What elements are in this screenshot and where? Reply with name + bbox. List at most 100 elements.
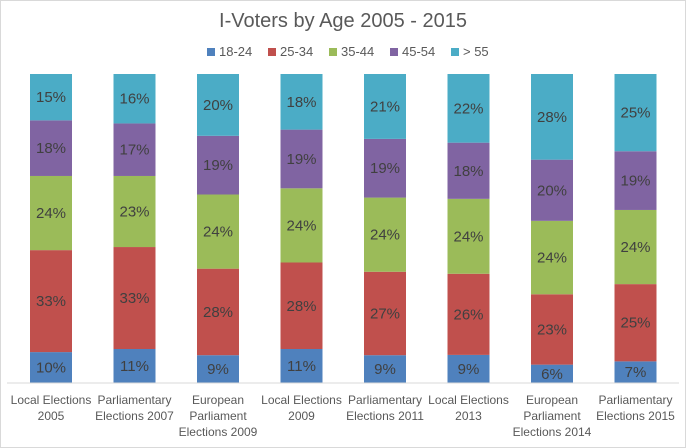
x-tick-label-7: Parliamentary Elections 2015 bbox=[596, 393, 675, 423]
bar-segment-4-2 bbox=[364, 197, 406, 272]
bar-segment-3-0 bbox=[280, 349, 323, 383]
bar-segment-7-4 bbox=[614, 74, 657, 152]
data-label-5-2: 24% bbox=[453, 228, 483, 245]
data-label-2-4: 20% bbox=[203, 97, 233, 114]
x-tick-label-4: Parliamentary Elections 2011 bbox=[346, 393, 424, 423]
bar-segment-1-2 bbox=[113, 175, 156, 248]
chart-title: I-Voters by Age 2005 - 2015 bbox=[219, 10, 467, 32]
data-label-7-3: 19% bbox=[620, 173, 650, 190]
legend-label-2: 35-44 bbox=[341, 44, 374, 59]
data-label-0-3: 18% bbox=[36, 140, 66, 157]
bar-segment-4-0 bbox=[364, 355, 406, 383]
data-label-1-0: 11% bbox=[120, 358, 149, 375]
x-tick-label-1: Parliamentary Elections 2007 bbox=[95, 393, 174, 423]
data-label-6-0: 6% bbox=[541, 366, 563, 383]
data-label-0-0: 10% bbox=[36, 360, 66, 377]
data-label-3-3: 19% bbox=[286, 151, 316, 168]
x-tick-label-3: Local Elections 2009 bbox=[261, 393, 342, 423]
bar-segment-7-0 bbox=[614, 361, 657, 383]
data-label-1-1: 33% bbox=[119, 290, 149, 307]
data-label-6-4: 28% bbox=[537, 109, 567, 126]
bar-segment-6-4 bbox=[531, 74, 573, 160]
bar-segment-0-2 bbox=[30, 175, 72, 251]
data-label-4-2: 24% bbox=[370, 227, 400, 244]
bar-segment-6-3 bbox=[531, 159, 573, 221]
legend-swatch-1 bbox=[268, 48, 276, 56]
bar-segment-0-3 bbox=[30, 120, 72, 176]
legend-label-3: 45-54 bbox=[402, 44, 435, 59]
data-label-6-3: 20% bbox=[537, 182, 567, 199]
x-tick-label-5: Local Elections 2013 bbox=[428, 393, 509, 423]
bar-segment-6-1 bbox=[531, 294, 573, 365]
data-label-7-4: 25% bbox=[620, 105, 650, 122]
data-label-2-1: 28% bbox=[203, 304, 233, 321]
bar-segment-3-3 bbox=[280, 129, 323, 189]
bar-segment-5-4 bbox=[447, 74, 490, 143]
bar-segment-1-3 bbox=[113, 123, 156, 176]
data-label-0-1: 33% bbox=[36, 293, 66, 310]
bar-segment-2-0 bbox=[197, 355, 239, 383]
data-label-7-0: 7% bbox=[625, 364, 647, 381]
data-label-4-0: 9% bbox=[374, 361, 396, 378]
legend: 18-24 25-34 35-44 45-54 > 55 bbox=[207, 44, 489, 59]
data-label-5-0: 9% bbox=[458, 361, 480, 378]
bar-segment-5-1 bbox=[447, 273, 490, 355]
bar-segment-0-1 bbox=[30, 250, 72, 353]
bar-segment-4-1 bbox=[364, 271, 406, 356]
bar-segment-0-4 bbox=[30, 74, 72, 121]
data-label-3-0: 11% bbox=[287, 358, 316, 375]
data-label-3-2: 24% bbox=[286, 217, 316, 234]
bar-segment-2-3 bbox=[197, 135, 239, 195]
bar-segment-7-1 bbox=[614, 284, 657, 362]
legend-swatch-0 bbox=[207, 48, 215, 56]
bar-segment-3-1 bbox=[280, 262, 323, 350]
data-label-5-4: 22% bbox=[453, 100, 483, 117]
data-label-4-4: 21% bbox=[370, 98, 400, 115]
data-label-4-3: 19% bbox=[370, 160, 400, 177]
data-label-7-1: 25% bbox=[620, 315, 650, 332]
x-tick-label-6: European Parliament Elections 2014 bbox=[513, 393, 592, 439]
bar-segment-1-0 bbox=[113, 349, 156, 383]
bar-segment-6-2 bbox=[531, 220, 573, 295]
data-label-0-2: 24% bbox=[36, 205, 66, 222]
data-label-3-4: 18% bbox=[286, 94, 316, 111]
data-label-1-2: 23% bbox=[119, 204, 149, 221]
data-label-5-3: 18% bbox=[453, 163, 483, 180]
bar-segment-3-2 bbox=[280, 188, 323, 263]
bar-segment-0-0 bbox=[30, 352, 72, 383]
bar-segment-1-4 bbox=[113, 74, 156, 124]
data-label-0-4: 15% bbox=[36, 89, 66, 106]
bar-segment-5-0 bbox=[447, 354, 490, 383]
bar-segment-4-4 bbox=[364, 74, 406, 139]
legend-swatch-4 bbox=[451, 48, 459, 56]
data-label-7-2: 24% bbox=[620, 239, 650, 256]
x-tick-label-0: Local Elections 2005 bbox=[11, 393, 92, 423]
bar-segment-5-3 bbox=[447, 142, 490, 199]
data-label-5-1: 26% bbox=[453, 306, 483, 323]
legend-label-0: 18-24 bbox=[219, 44, 252, 59]
legend-label-4: > 55 bbox=[463, 44, 489, 59]
bar-segment-2-4 bbox=[197, 74, 239, 136]
data-label-6-2: 24% bbox=[537, 250, 567, 267]
data-label-4-1: 27% bbox=[370, 305, 400, 322]
legend-label-1: 25-34 bbox=[280, 44, 313, 59]
legend-swatch-3 bbox=[390, 48, 398, 56]
bar-segment-1-1 bbox=[113, 247, 156, 350]
data-label-2-3: 19% bbox=[203, 157, 233, 174]
bar-segment-6-0 bbox=[531, 364, 573, 383]
data-label-2-0: 9% bbox=[207, 361, 229, 378]
legend-swatch-2 bbox=[329, 48, 337, 56]
bar-segment-2-2 bbox=[197, 194, 239, 269]
bars-area: 10% 33% 24% 18% 15% 11% 33% 23% 17% 16% 9% 28% 24% 19… bbox=[30, 74, 657, 383]
bar-segment-3-4 bbox=[280, 74, 323, 130]
bar-segment-4-3 bbox=[364, 138, 406, 198]
data-label-6-1: 23% bbox=[537, 321, 567, 338]
bar-segment-2-1 bbox=[197, 268, 239, 356]
data-label-2-2: 24% bbox=[203, 224, 233, 241]
bar-segment-7-3 bbox=[614, 151, 657, 210]
data-label-3-1: 28% bbox=[286, 298, 316, 315]
data-label-1-4: 16% bbox=[119, 91, 149, 108]
bar-segment-5-2 bbox=[447, 198, 490, 274]
